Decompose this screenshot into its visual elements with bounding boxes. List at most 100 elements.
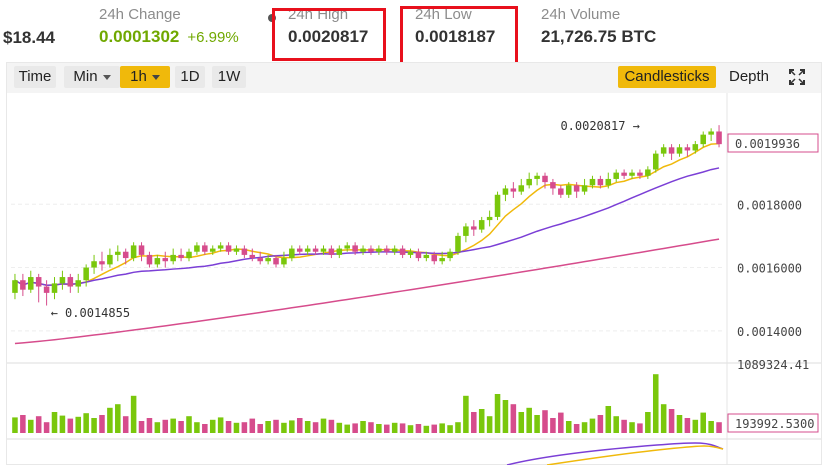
volume-bar (138, 421, 145, 433)
candle-down (621, 172, 627, 176)
volume-bar (573, 424, 580, 433)
price-grid (7, 93, 821, 465)
ma-short-line (14, 142, 720, 287)
volume-bar (217, 417, 224, 433)
volume-bar (273, 419, 279, 433)
candlesticks-button[interactable]: Candlesticks (618, 66, 716, 88)
volume-bar (43, 422, 50, 433)
candle-down (146, 254, 153, 265)
volume-bar (621, 419, 627, 433)
current-volume-label: 193992.5300 (735, 417, 814, 431)
candle-down (273, 258, 279, 265)
usd-price: $18.44 (3, 28, 55, 47)
moving-average-lines (14, 142, 724, 465)
candle-up (660, 147, 667, 154)
volume-bar (471, 412, 477, 433)
candle-down (202, 245, 208, 252)
volume-bar (439, 423, 445, 433)
candle-down (668, 147, 675, 154)
min-dropdown[interactable]: Min (64, 66, 120, 88)
candle-up (645, 169, 651, 176)
candle-up (502, 188, 509, 195)
market-stats-bar: $18.44 24h Change 0.0001302 +6.99% 24h Hi… (0, 0, 836, 72)
candle-up (518, 185, 525, 192)
candle-up (320, 248, 327, 252)
candle-up (629, 172, 635, 176)
volume-bar (407, 425, 414, 433)
candle-up (605, 178, 612, 186)
stat-24h-volume: 24h Volume 21,726.75 BTC (541, 6, 656, 47)
min-price-annotation: ← 0.0014855 (51, 306, 130, 320)
highlight-box-high (272, 8, 386, 61)
candle-up (700, 134, 706, 145)
change-value: 0.0001302 (99, 27, 180, 46)
volume-bar (384, 424, 390, 433)
candle-down (296, 248, 303, 252)
volume-bar (186, 416, 192, 433)
candle-down (99, 261, 105, 265)
volume-bar (645, 412, 651, 433)
volume-bar (154, 422, 161, 433)
chart-toolbar: Time Min 1h 1D 1W Candlesticks Depth (7, 63, 821, 93)
volume-bar (107, 407, 113, 433)
candle-up (589, 178, 596, 186)
candle-down (684, 147, 691, 151)
stat-24h-change: 24h Change 0.0001302 +6.99% (99, 6, 239, 47)
volume-bar (328, 419, 335, 433)
candle-up (59, 277, 66, 284)
candle-down (138, 245, 145, 255)
candle-down (67, 277, 74, 287)
stat-label: 24h Volume (541, 6, 621, 23)
current-price-tag (727, 133, 819, 153)
volume-bar (249, 418, 256, 433)
volume-bar (83, 413, 89, 433)
volume-bar (233, 422, 240, 433)
volume-bar (312, 422, 319, 433)
candle-down (415, 251, 422, 259)
volume-bar (162, 419, 169, 433)
volume-bar (241, 422, 248, 433)
candle-up (186, 251, 192, 259)
candlestick-chart[interactable]: 0.0014000 0.0016000 0.0018000 0.0020817 → ← … (7, 93, 821, 465)
volume-bar (99, 415, 105, 433)
candle-up (336, 248, 343, 255)
candle-down (431, 254, 438, 262)
fullscreen-button[interactable] (783, 66, 811, 88)
candle-up (83, 267, 89, 281)
volume-bar (257, 424, 263, 433)
candle-up (676, 147, 683, 154)
candle-up (194, 245, 200, 252)
depth-button[interactable]: Depth (723, 66, 775, 88)
candle-up (107, 254, 113, 265)
volume-bar (447, 425, 453, 433)
volume-bar (684, 418, 691, 433)
interval-1d-button[interactable]: 1D (175, 66, 205, 88)
volume-bar (423, 425, 430, 433)
candle-down (312, 248, 319, 252)
volume-bar (209, 419, 216, 433)
candle-up (376, 248, 382, 252)
interval-1w-button[interactable]: 1W (212, 66, 246, 88)
volume-bar (352, 423, 358, 433)
volume-bar (463, 395, 469, 433)
volume-bar (296, 418, 303, 433)
candle-down (471, 226, 477, 230)
candle-up (154, 258, 161, 265)
volume-bar (178, 421, 184, 433)
candle-down (225, 245, 232, 252)
volume-bar (597, 415, 604, 433)
time-button[interactable]: Time (14, 66, 56, 88)
volume-bar (304, 421, 311, 433)
volume-bar (692, 419, 699, 433)
volume-bar (391, 422, 398, 433)
volume-bar (613, 416, 619, 433)
candle-up (565, 185, 572, 195)
interval-dropdown-1h[interactable]: 1h (120, 66, 170, 88)
candle-up (28, 277, 34, 290)
ma-mid-line (14, 167, 720, 287)
candle-up (304, 248, 311, 252)
volume-bar (115, 404, 121, 433)
interval-label: 1h (130, 68, 147, 85)
candle-down (510, 188, 517, 192)
candle-up (407, 251, 414, 255)
